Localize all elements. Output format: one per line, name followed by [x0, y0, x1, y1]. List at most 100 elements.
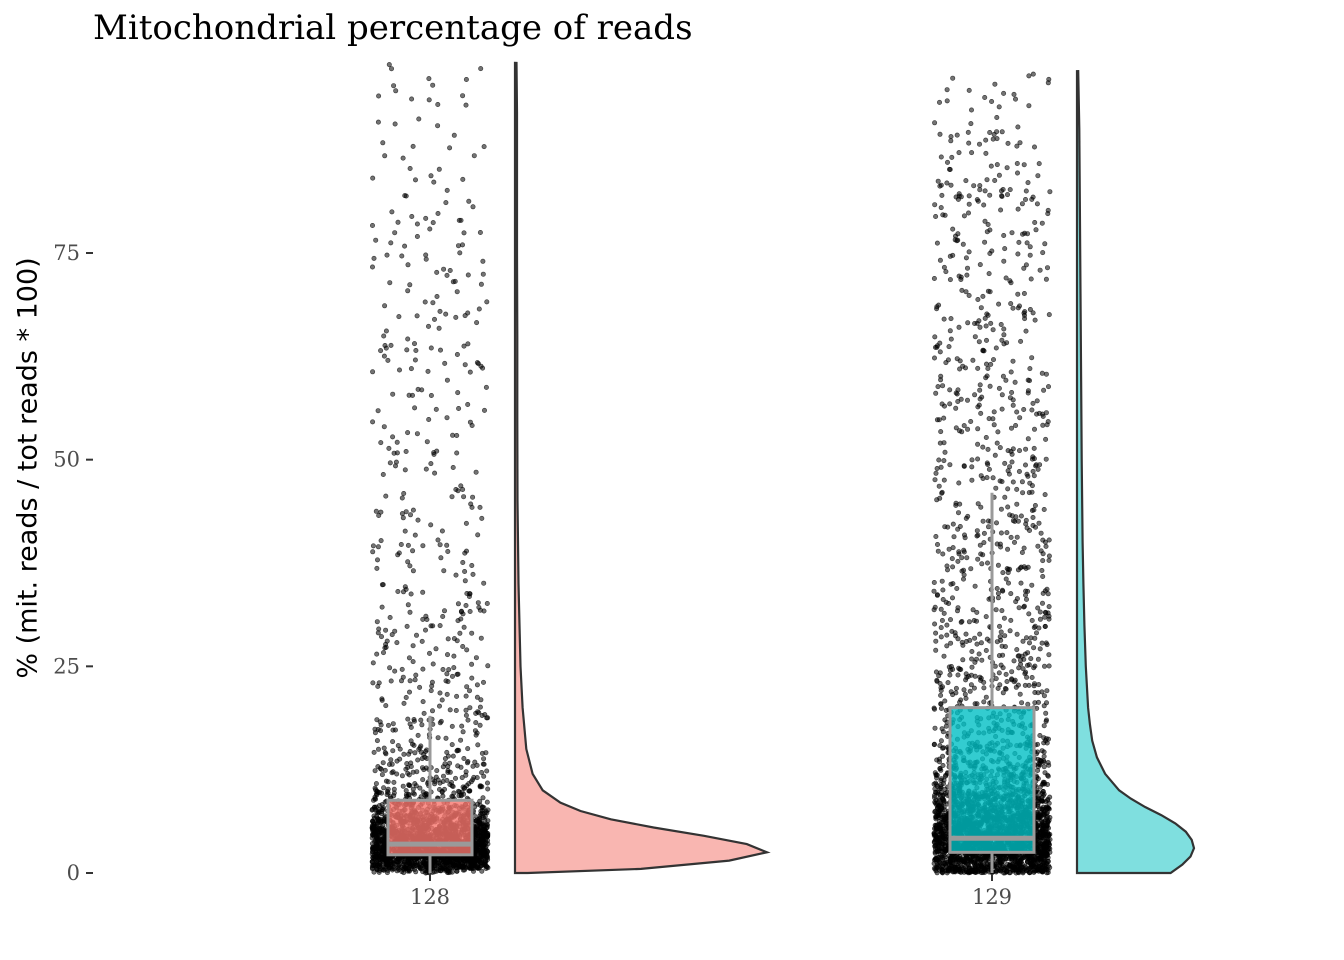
jitter-point [412, 357, 418, 363]
jitter-point [474, 320, 480, 326]
jitter-point [422, 627, 428, 633]
jitter-point [1007, 395, 1013, 401]
jitter-point [397, 746, 403, 752]
jitter-point [467, 369, 473, 375]
jitter-point [450, 432, 456, 438]
jitter-point [1002, 494, 1008, 500]
jitter-point [455, 601, 461, 607]
jitter-point [422, 856, 428, 862]
jitter-point [378, 722, 384, 728]
jitter-point [443, 735, 449, 741]
jitter-point [948, 689, 954, 695]
jitter-point [976, 339, 982, 345]
jitter-point [485, 786, 491, 792]
jitter-point [1032, 317, 1038, 323]
jitter-point [478, 697, 484, 703]
jitter-point [972, 334, 978, 340]
jitter-point [381, 333, 387, 339]
jitter-point [380, 806, 386, 812]
jitter-point [456, 747, 462, 753]
jitter-point [937, 440, 943, 446]
jitter-point [430, 82, 436, 88]
jitter-point [374, 738, 380, 744]
jitter-point [453, 707, 459, 713]
jitter-point [1030, 310, 1036, 316]
jitter-point [437, 347, 443, 353]
jitter-point [975, 441, 981, 447]
jitter-point [1022, 316, 1028, 322]
jitter-point [381, 785, 387, 791]
jitter-point [436, 166, 442, 172]
jitter-point [467, 857, 473, 863]
jitter-point [464, 647, 470, 653]
jitter-point [480, 679, 486, 685]
jitter-point [369, 841, 375, 847]
jitter-point [1042, 663, 1048, 669]
jitter-point [463, 102, 469, 108]
jitter-point [440, 666, 446, 672]
jitter-point [377, 829, 383, 835]
jitter-point [1011, 658, 1017, 664]
jitter-point [969, 477, 975, 483]
jitter-point [378, 766, 384, 772]
jitter-point [435, 123, 441, 129]
jitter-point [389, 632, 395, 638]
jitter-point [462, 362, 468, 368]
jitter-point [465, 310, 471, 316]
jitter-point [472, 759, 478, 765]
jitter-point [944, 870, 950, 876]
jitter-point [1005, 448, 1011, 454]
jitter-point [451, 665, 457, 671]
jitter-point [953, 390, 959, 396]
jitter-point [1041, 703, 1047, 709]
jitter-point [478, 363, 484, 369]
jitter-point [405, 602, 411, 608]
jitter-point [451, 636, 457, 642]
jitter-point [484, 824, 490, 830]
jitter-point [990, 357, 996, 363]
jitter-point [984, 475, 990, 481]
jitter-point [955, 510, 961, 516]
jitter-point [394, 439, 400, 445]
jitter-point [426, 97, 432, 103]
jitter-point [412, 405, 418, 411]
jitter-point [948, 182, 954, 188]
jitter-point [943, 723, 949, 729]
jitter-point [1044, 717, 1050, 723]
jitter-point [1023, 188, 1029, 194]
jitter-point [374, 651, 380, 657]
jitter-point [469, 661, 475, 667]
jitter-point [1047, 189, 1053, 195]
jitter-point [480, 271, 486, 277]
jitter-point [484, 780, 490, 786]
jitter-point [966, 249, 972, 255]
jitter-point [383, 751, 389, 757]
jitter-point [1000, 187, 1006, 193]
jitter-point [435, 102, 441, 108]
jitter-point [1027, 252, 1033, 258]
jitter-point [463, 769, 469, 775]
jitter-point [994, 585, 1000, 591]
jitter-point [933, 638, 939, 644]
jitter-point [1008, 369, 1014, 375]
jitter-point [463, 693, 469, 699]
jitter-point [418, 717, 424, 723]
jitter-point [420, 699, 426, 705]
jitter-point [391, 790, 397, 796]
jitter-point [1025, 588, 1031, 594]
jitter-point [463, 707, 469, 713]
jitter-point [1020, 666, 1026, 672]
jitter-point [939, 578, 945, 584]
jitter-point [432, 778, 438, 784]
jitter-point [405, 716, 411, 722]
jitter-point [468, 779, 474, 785]
jitter-point [417, 785, 423, 791]
jitter-point [444, 415, 450, 421]
jitter-point [1020, 638, 1026, 644]
jitter-point [374, 557, 380, 563]
jitter-point [388, 757, 394, 763]
jitter-point [439, 788, 445, 794]
jitter-point [1023, 565, 1029, 571]
jitter-point [1035, 466, 1041, 472]
jitter-point [461, 343, 467, 349]
